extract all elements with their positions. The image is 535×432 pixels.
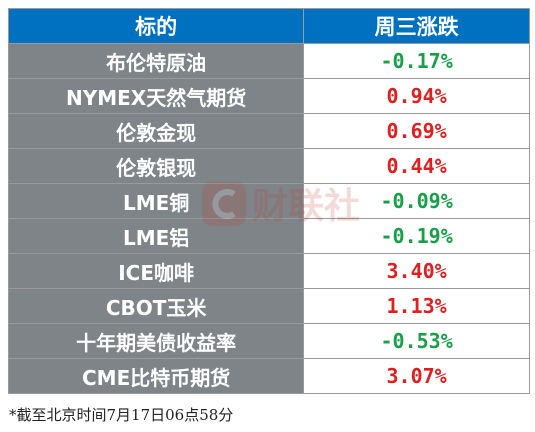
change-value: -0.19% [303,218,530,254]
change-value: -0.17% [303,43,530,79]
table-row: 伦敦银现 0.44% [7,148,530,184]
table-row: LME铜 -0.09% [7,183,530,219]
change-value: -0.53% [303,323,530,359]
instrument-name: CBOT玉米 [7,288,305,324]
instrument-name: 伦敦银现 [7,148,305,184]
table-row: LME铝 -0.19% [7,218,530,254]
change-value: 3.40% [303,253,530,289]
table-row: 十年期美债收益率 -0.53% [7,323,530,359]
commodity-change-table: 标的 周三涨跌 布伦特原油 -0.17% NYMEX天然气期货 0.94% 伦敦… [7,8,530,394]
change-value: 0.94% [303,78,530,114]
change-value: 3.07% [303,358,530,394]
instrument-name: LME铜 [7,183,305,219]
instrument-name: NYMEX天然气期货 [7,78,305,114]
header-name-cell: 标的 [7,8,305,44]
instrument-name: LME铝 [7,218,305,254]
table-header-row: 标的 周三涨跌 [7,8,530,44]
instrument-name: 十年期美债收益率 [7,323,305,359]
header-change-cell: 周三涨跌 [303,8,530,44]
table-row: ICE咖啡 3.40% [7,253,530,289]
footnote: *截至北京时间7月17日06点58分 [9,406,234,424]
table-row: CBOT玉米 1.13% [7,288,530,324]
change-value: 1.13% [303,288,530,324]
change-value: -0.09% [303,183,530,219]
table-row: CME比特币期货 3.07% [7,358,530,394]
instrument-name: CME比特币期货 [7,358,305,394]
instrument-name: 伦敦金现 [7,113,305,149]
table-row: NYMEX天然气期货 0.94% [7,78,530,114]
table-row: 布伦特原油 -0.17% [7,43,530,79]
change-value: 0.44% [303,148,530,184]
table-row: 伦敦金现 0.69% [7,113,530,149]
change-value: 0.69% [303,113,530,149]
instrument-name: 布伦特原油 [7,43,305,79]
instrument-name: ICE咖啡 [7,253,305,289]
